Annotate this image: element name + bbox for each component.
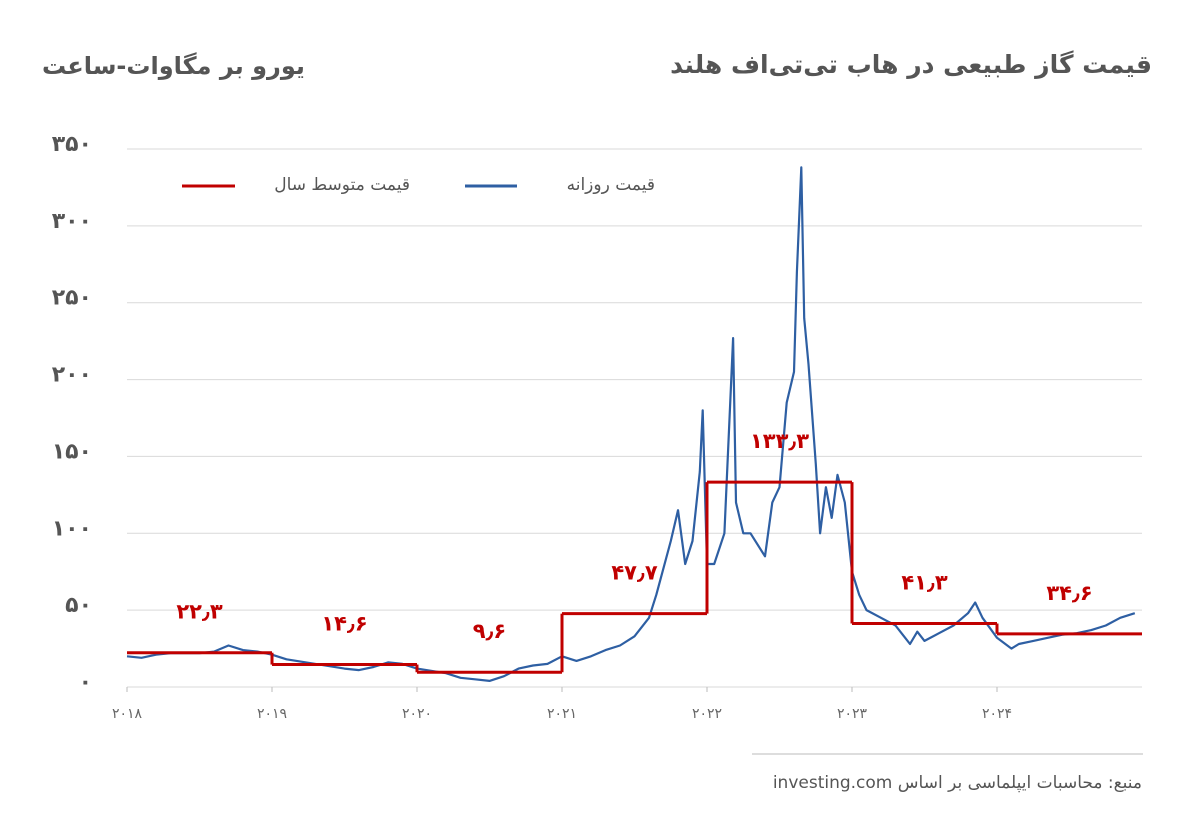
legend-label: قیمت روزانه: [566, 175, 655, 195]
x-tick-label: ۲۰۲۴: [982, 706, 1012, 722]
y-axis-label: یورو بر مگاوات-ساعت: [42, 52, 305, 80]
y-tick-label: ۰: [79, 670, 92, 695]
y-tick-label: ۳۰۰: [52, 209, 92, 234]
y-tick-label: ۳۵۰: [52, 132, 92, 157]
x-tick-label: ۲۰۱۸: [112, 706, 143, 722]
y-tick-label: ۲۵۰: [52, 286, 92, 311]
y-tick-label: ۲۰۰: [52, 363, 92, 388]
x-tick-label: ۲۰۲۰: [402, 706, 432, 722]
x-tick-label: ۲۰۱۹: [257, 706, 287, 722]
line: [126, 166, 1136, 682]
x-tick-label: ۲۰۲۲: [692, 706, 722, 722]
data-label: ۱۴٫۶: [321, 612, 367, 636]
y-tick-label: ۵۰: [65, 593, 92, 618]
x-tick-label: ۲۰۲۱: [547, 706, 577, 722]
data-label: ۱۳۳٫۳: [750, 429, 809, 453]
data-label: ۴۷٫۷: [611, 561, 657, 585]
source: منبع: محاسبات ایپلماسی بر اساس investing…: [772, 773, 1142, 793]
x-tick-label: ۲۰۲۳: [837, 706, 868, 722]
y-tick-label: ۱۵۰: [52, 439, 92, 464]
y-tick-label: ۱۰۰: [52, 516, 92, 541]
data-label: ۴۱٫۳: [901, 571, 947, 595]
legend-label: قیمت متوسط سال: [274, 175, 410, 195]
data-label: ۹٫۶: [473, 619, 506, 643]
data-label: ۲۲٫۳: [176, 600, 222, 624]
data-label: ۳۴٫۶: [1046, 581, 1092, 605]
chart-title: قیمت گاز طبیعی در هاب تی‌تی‌اف هلند: [670, 50, 1152, 79]
